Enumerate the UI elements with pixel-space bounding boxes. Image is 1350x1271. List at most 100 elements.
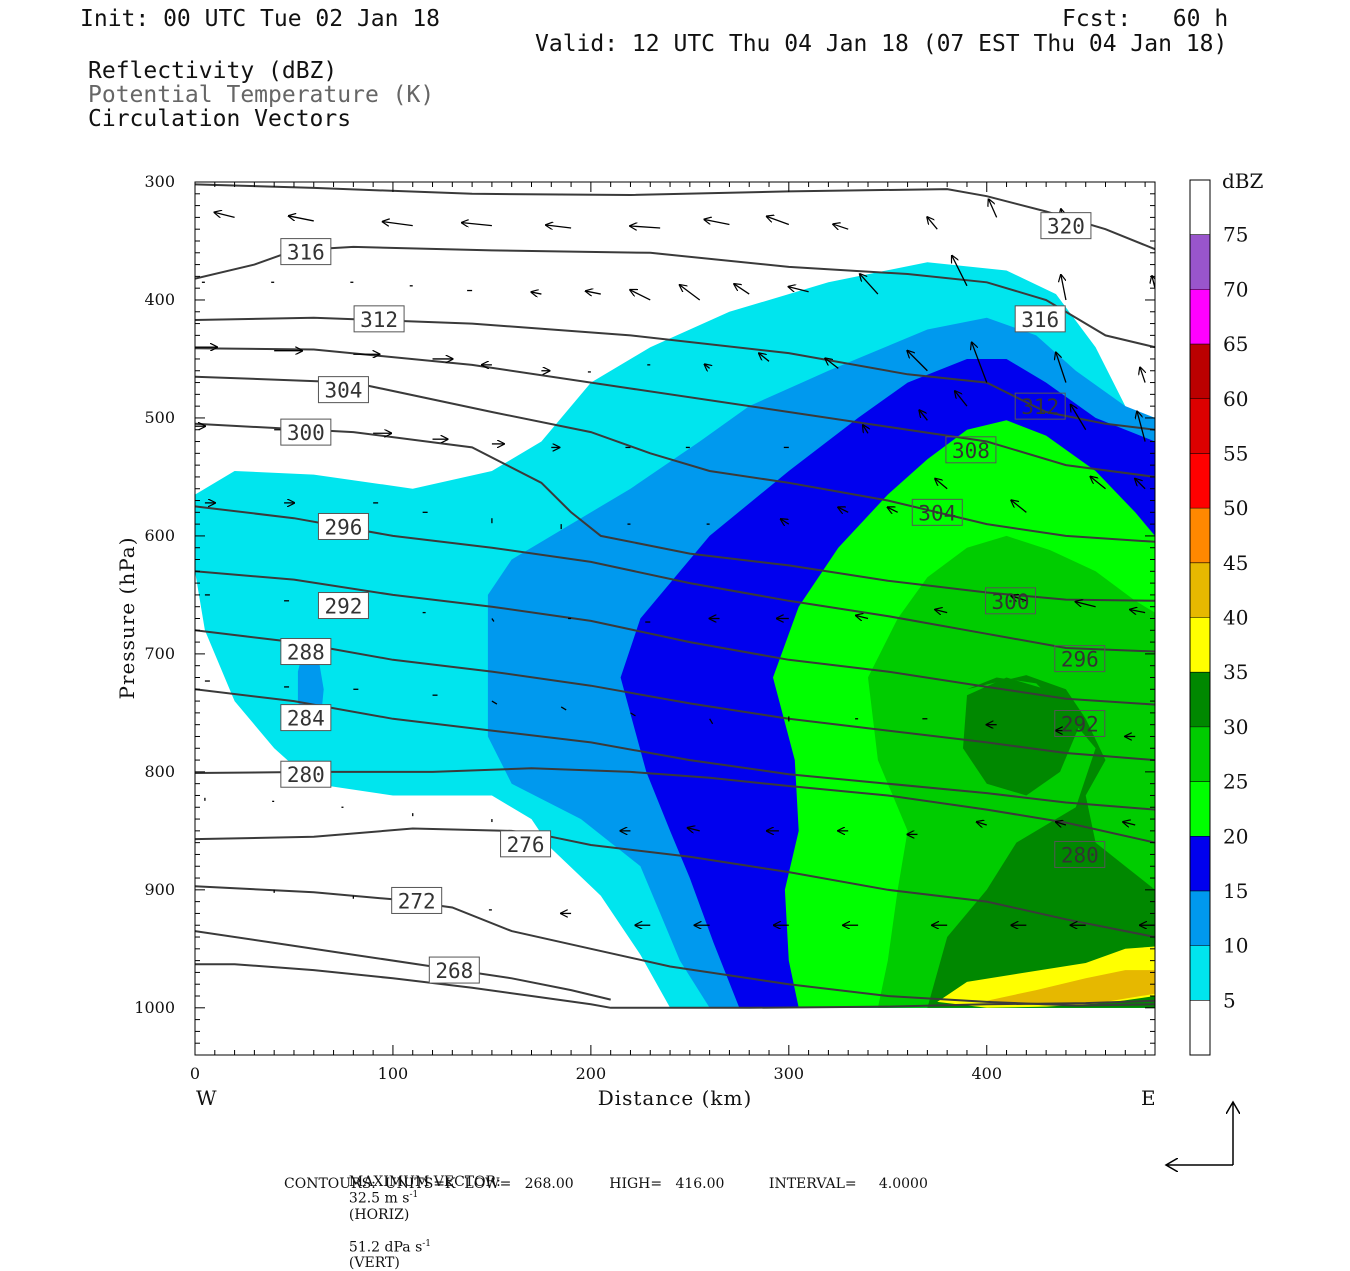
circulation-vector (491, 618, 495, 622)
circulation-vector (560, 706, 567, 711)
reflectivity-region-30dbz (927, 675, 1155, 1008)
theta-label-box (1040, 212, 1092, 240)
theta-label-text: 316 (287, 241, 325, 265)
circulation-vector (1071, 405, 1087, 431)
circulation-vector (972, 343, 988, 383)
y-tick-label: 400 (144, 290, 175, 309)
circulation-vector (289, 216, 314, 222)
colorbar-level-label: 35 (1223, 660, 1248, 684)
colorbar-swatch (1190, 672, 1210, 727)
theta-contour-292 (195, 570, 1155, 706)
theta-label-box (280, 238, 332, 266)
circulation-vector (630, 712, 636, 717)
theta-label-text: 300 (992, 590, 1030, 614)
theta-contour-320 (195, 183, 1155, 251)
theta-label: 276 (500, 830, 552, 858)
colorbar-swatch (1190, 453, 1210, 509)
colorbar-swatch (1190, 726, 1210, 782)
circulation-vector-layer (195, 199, 1155, 1002)
x-axis-west-label: W (196, 1086, 218, 1110)
theta-contour-288 (195, 629, 1155, 762)
x-tick-label: 200 (576, 1064, 607, 1083)
theta-contour-280 (195, 767, 1155, 844)
x-tick-label: 100 (378, 1064, 409, 1083)
colorbar-swatch (1190, 836, 1210, 891)
colorbar-swatch (1190, 508, 1210, 563)
max-vector-horiz: 32.5 m s (348, 1190, 410, 1207)
theta-label: 272 (391, 886, 443, 914)
valid-time: Valid: 12 UTC Thu 04 Jan 18 (07 EST Thu … (535, 31, 1228, 57)
circulation-vector (1140, 368, 1145, 383)
theta-label: 316 (280, 238, 332, 266)
theta-label-text: 312 (1021, 395, 1059, 419)
circulation-vector (907, 351, 928, 372)
theta-label: 300 (280, 418, 332, 446)
circulation-vector (1076, 602, 1096, 608)
theta-label: 296 (317, 512, 369, 540)
init-time: Init: 00 UTC Tue 02 Jan 18 (80, 6, 441, 32)
circulation-vector (630, 290, 651, 301)
reflectivity-fill-layer (195, 262, 1155, 1008)
circulation-vector (759, 353, 770, 362)
x-axis-east-label: E (1141, 1086, 1157, 1110)
theta-label-box (500, 830, 552, 858)
theta-label: 288 (280, 638, 332, 666)
colorbar-level-label: 20 (1223, 824, 1248, 848)
x-tick-label: 0 (190, 1064, 200, 1083)
field-label-vectors: Circulation Vectors (88, 106, 352, 132)
x-tick-label: 400 (971, 1064, 1002, 1083)
circulation-vector (781, 519, 790, 524)
circulation-vector (767, 216, 790, 226)
circulation-vector (825, 358, 839, 369)
y-axis-title: Pressure (hPa) (115, 537, 139, 700)
colorbar-swatch (1190, 398, 1210, 454)
theta-label-text: 300 (287, 421, 325, 445)
field-label-reflectivity: Reflectivity (dBZ) (88, 58, 338, 84)
colorbar-level-label: 30 (1223, 715, 1248, 739)
circulation-vector (856, 616, 869, 619)
theta-label-text: 320 (1047, 215, 1085, 239)
theta-label: 284 (280, 704, 332, 732)
theta-label-text: 304 (918, 501, 956, 525)
exponent-horiz: -1 (409, 1190, 419, 1200)
theta-label-box (1014, 392, 1066, 420)
circulation-vector (709, 718, 714, 725)
theta-label-box (280, 760, 332, 788)
theta-label-text: 268 (435, 959, 473, 983)
circulation-vector (215, 212, 235, 219)
theta-label: 304 (317, 376, 369, 404)
circulation-vector (919, 410, 928, 421)
x-tick-label: 300 (774, 1064, 805, 1083)
theta-label: 280 (1054, 840, 1106, 868)
theta-label-box (1054, 645, 1106, 673)
circulation-vector (860, 274, 879, 295)
colorbar-level-label: 45 (1223, 551, 1248, 575)
colorbar-swatch (1190, 180, 1210, 235)
theta-label-box (911, 498, 963, 526)
theta-label-box (1054, 840, 1106, 868)
reflectivity-region-30dbz (963, 677, 1080, 796)
colorbar-level-label: 25 (1223, 770, 1248, 794)
theta-label: 292 (1054, 709, 1106, 737)
circulation-vector (1011, 500, 1027, 513)
circulation-vector (1011, 596, 1027, 601)
circulation-vector (955, 391, 968, 407)
circulation-vector (935, 479, 948, 490)
theta-label-text: 284 (287, 707, 325, 731)
max-vector-vert: 51.2 dPa s (348, 1239, 423, 1256)
theta-label-text: 280 (287, 763, 325, 787)
theta-label-box (317, 512, 369, 540)
theta-contour-304 (195, 375, 1155, 543)
theta-label-text: 292 (324, 595, 362, 619)
theta-label: 296 (1054, 645, 1106, 673)
theta-label: 304 (911, 498, 963, 526)
circulation-vector (1137, 412, 1146, 442)
colorbar-level-label: 15 (1223, 879, 1248, 903)
y-tick-label: 600 (144, 526, 175, 545)
theta-label-box (391, 886, 443, 914)
theta-label-text: 280 (1061, 843, 1099, 867)
reference-vector-key (1166, 1102, 1233, 1165)
field-label-theta: Potential Temperature (K) (88, 82, 435, 108)
circulation-vector (383, 222, 413, 226)
theta-label-box (317, 592, 369, 620)
